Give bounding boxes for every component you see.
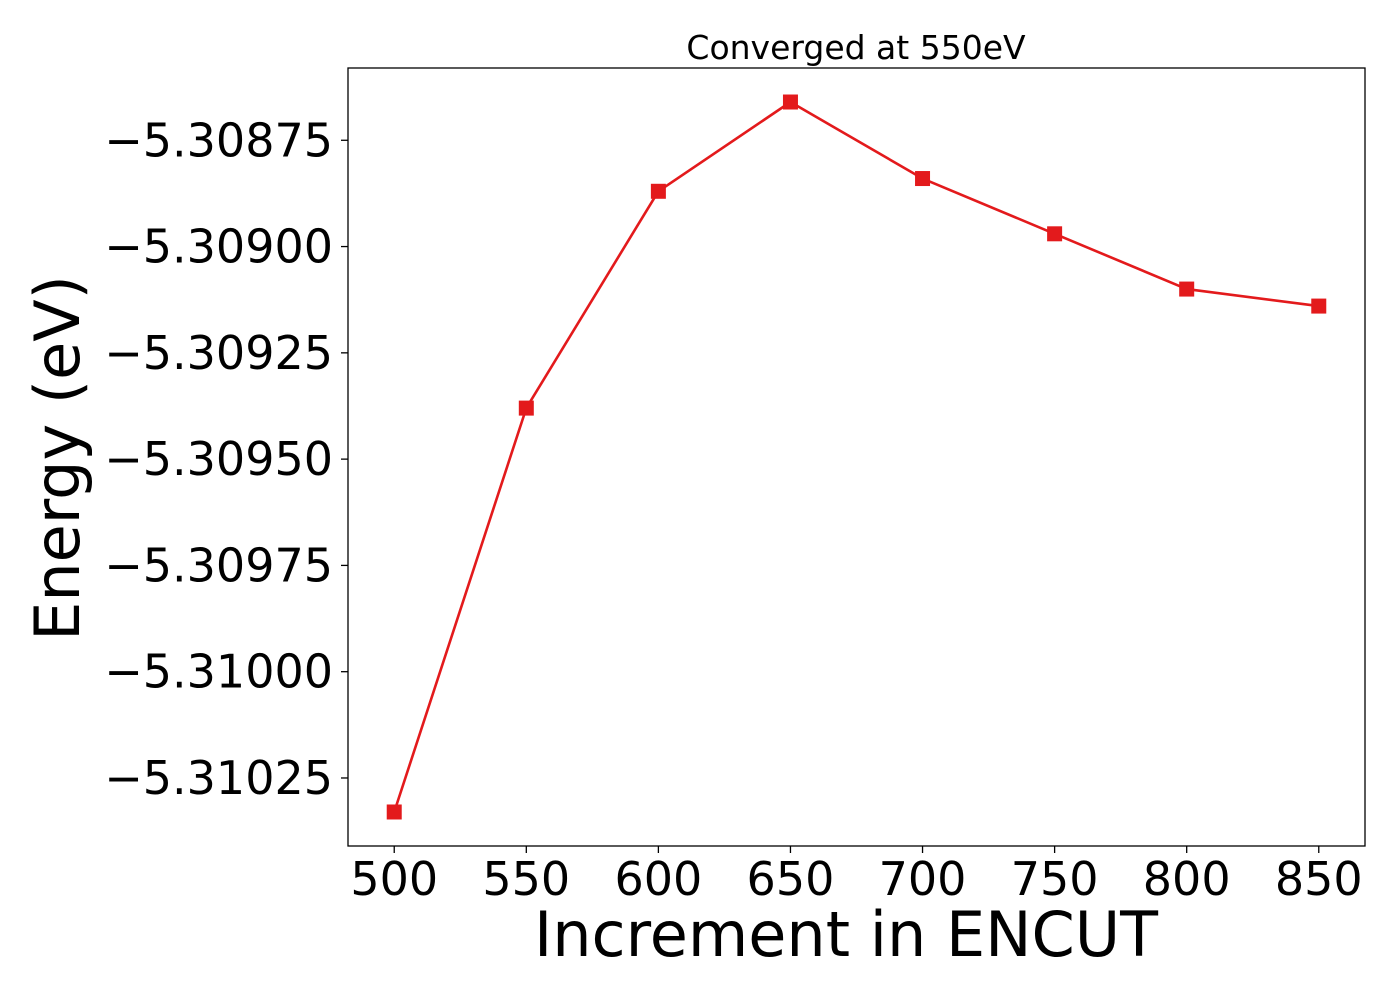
x-tick-label: 700 xyxy=(879,852,967,906)
data-point xyxy=(1179,281,1195,297)
y-tick-label: −5.30975 xyxy=(104,538,333,592)
x-tick-label: 750 xyxy=(1011,852,1099,906)
x-tick-label: 650 xyxy=(747,852,835,906)
data-point xyxy=(1047,226,1063,242)
data-point xyxy=(518,400,534,416)
y-axis-label: Energy (eV) xyxy=(21,275,94,641)
y-tick-label: −5.30875 xyxy=(104,113,333,167)
x-tick-label: 500 xyxy=(350,852,438,906)
data-point xyxy=(650,183,666,199)
y-tick-label: −5.31000 xyxy=(104,645,333,699)
data-point xyxy=(915,171,931,187)
data-point xyxy=(782,94,798,110)
x-tick-label: 600 xyxy=(614,852,702,906)
y-tick-label: −5.30950 xyxy=(104,432,333,486)
y-tick-label: −5.31025 xyxy=(104,751,333,805)
plot-area: 500 550 600 650 700 750 800 850 −5.30875 −5.30900… xyxy=(104,94,1363,906)
plot-frame xyxy=(347,67,1366,847)
data-point xyxy=(386,804,402,820)
y-tick-label: −5.30925 xyxy=(104,326,333,380)
data-point xyxy=(1311,298,1327,314)
x-tick-label: 850 xyxy=(1275,852,1363,906)
series-line xyxy=(392,100,1319,813)
y-tick-label: −5.30900 xyxy=(104,220,333,274)
x-axis-label: Increment in ENCUT xyxy=(534,898,1159,971)
x-tick-label: 800 xyxy=(1143,852,1231,906)
chart-title: Converged at 550eV xyxy=(686,28,1026,67)
x-tick-label: 550 xyxy=(482,852,570,906)
